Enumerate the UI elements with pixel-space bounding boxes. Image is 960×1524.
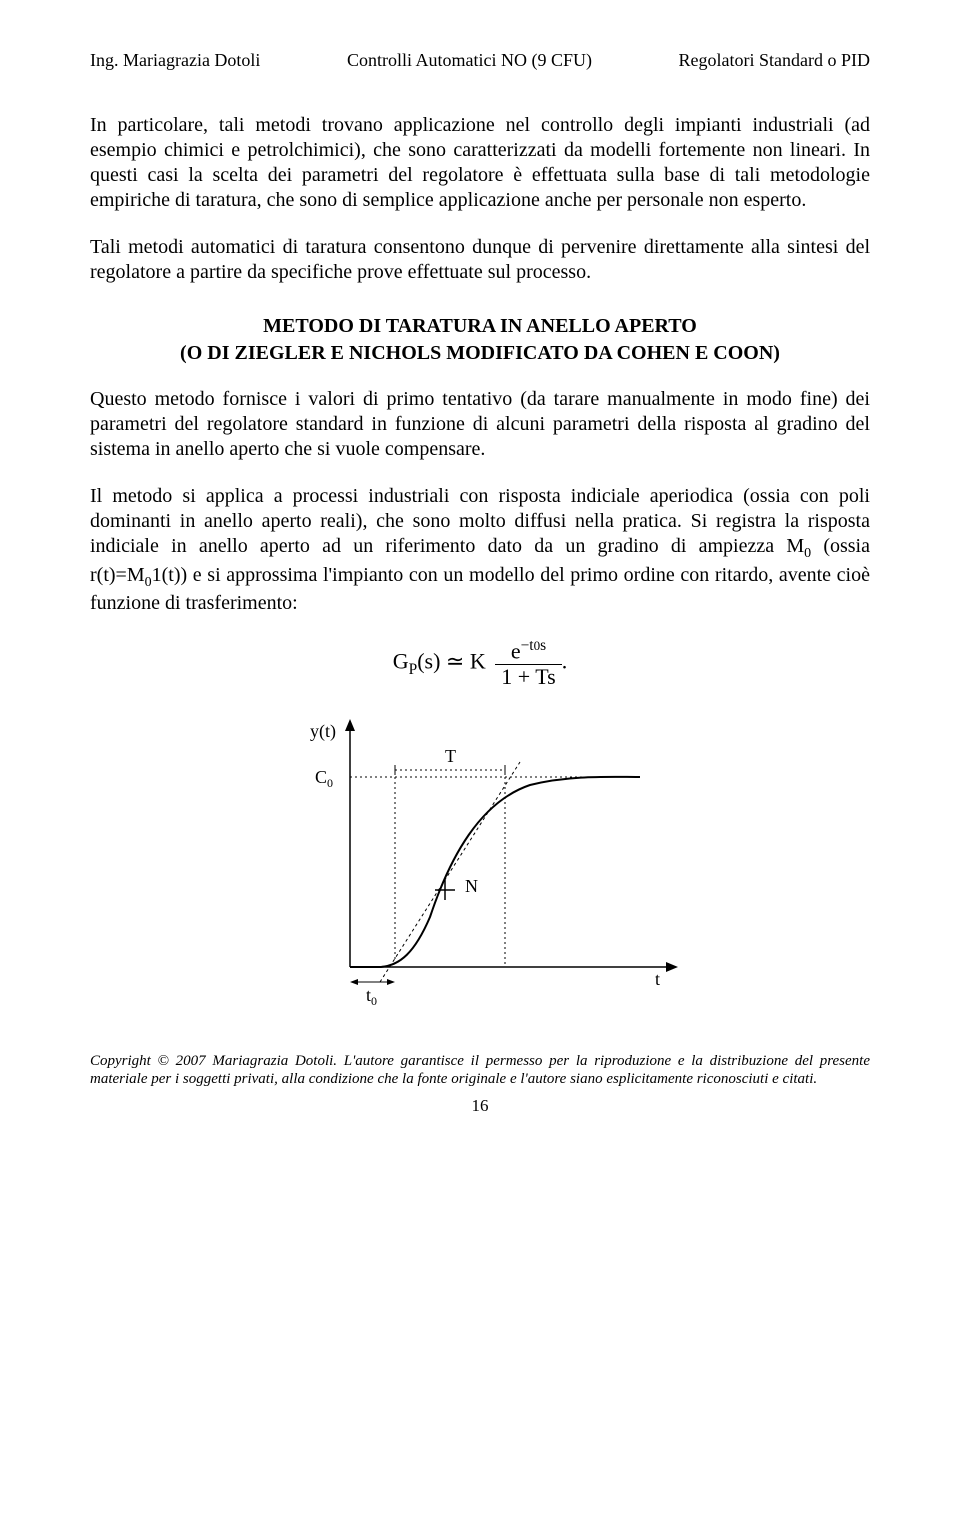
eq-lhs-g: G <box>393 648 409 673</box>
section-title: METODO DI TARATURA IN ANELLO APERTO <box>90 315 870 338</box>
eq-end: . <box>562 648 568 673</box>
paragraph-2: Tali metodi automatici di taratura conse… <box>90 235 870 285</box>
page: Ing. Mariagrazia Dotoli Controlli Automa… <box>0 0 960 1524</box>
y-label: y(t) <box>310 721 336 742</box>
eq-lhs-arg: (s) ≃ K <box>417 648 486 673</box>
header-center: Controlli Automatici NO (9 CFU) <box>347 50 592 71</box>
eq-denominator: 1 + Ts <box>495 665 561 689</box>
eq-exp-minus: −t <box>521 637 534 654</box>
x-axis-arrow-icon <box>666 962 678 972</box>
paragraph-4: Il metodo si applica a processi industri… <box>90 484 870 616</box>
paragraph-3: Questo metodo fornisce i valori di primo… <box>90 387 870 462</box>
T-label: T <box>445 746 456 766</box>
header-right: Regolatori Standard o PID <box>679 50 870 71</box>
eq-num-e: e <box>511 638 521 663</box>
t0-arrow-left-icon <box>350 979 358 985</box>
equation: GP(s) ≃ K e−t0s 1 + Ts . <box>90 638 870 689</box>
diagram-svg: y(t) C0 T N t t0 <box>270 707 690 1007</box>
y-axis-arrow-icon <box>345 719 355 731</box>
paragraph-1: In particolare, tali metodi trovano appl… <box>90 113 870 213</box>
page-header: Ing. Mariagrazia Dotoli Controlli Automa… <box>90 50 870 71</box>
section-subtitle: (O DI ZIEGLER E NICHOLS MODIFICATO DA CO… <box>90 342 870 365</box>
N-label: N <box>465 876 478 896</box>
t0-label: t0 <box>366 985 377 1007</box>
c0-label: C0 <box>315 767 333 790</box>
page-number: 16 <box>90 1096 870 1116</box>
tangent-line <box>380 762 520 982</box>
header-left: Ing. Mariagrazia Dotoli <box>90 50 260 71</box>
p4-text-a: Il metodo si applica a processi industri… <box>90 485 870 557</box>
p4-text-c: 1(t)) e si approssima l'impianto con un … <box>90 564 870 615</box>
footer-copyright: Copyright © 2007 Mariagrazia Dotoli. L'a… <box>90 1052 870 1088</box>
eq-lhs-sub: P <box>409 661 418 678</box>
eq-numerator: e−t0s <box>495 638 561 665</box>
eq-fraction: e−t0s 1 + Ts <box>495 638 561 689</box>
p4-sub-b: 0 <box>145 575 152 590</box>
response-curve <box>350 777 640 967</box>
eq-num-exp: −t0s <box>521 637 547 654</box>
t-label: t <box>655 969 660 989</box>
eq-exp-s: s <box>540 637 546 654</box>
step-response-diagram: y(t) C0 T N t t0 <box>270 707 690 1012</box>
t0-arrow-right-icon <box>387 979 395 985</box>
